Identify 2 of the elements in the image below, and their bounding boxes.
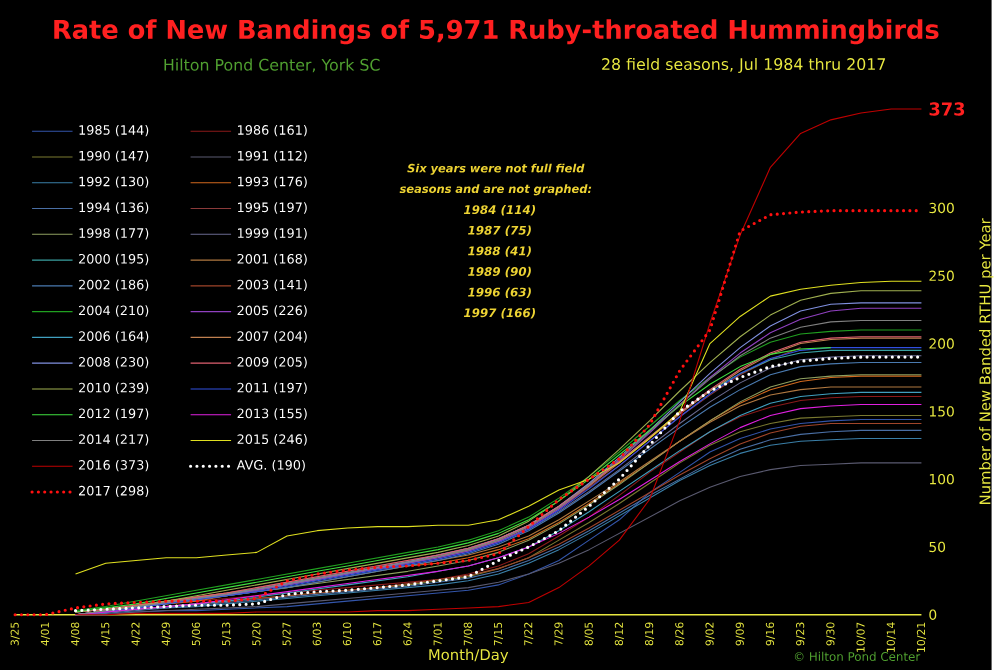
chart-title: Rate of New Bandings of 5,971 Ruby-throated Hummingbirds [54, 19, 939, 45]
y-tick-label: 373 [929, 102, 965, 116]
